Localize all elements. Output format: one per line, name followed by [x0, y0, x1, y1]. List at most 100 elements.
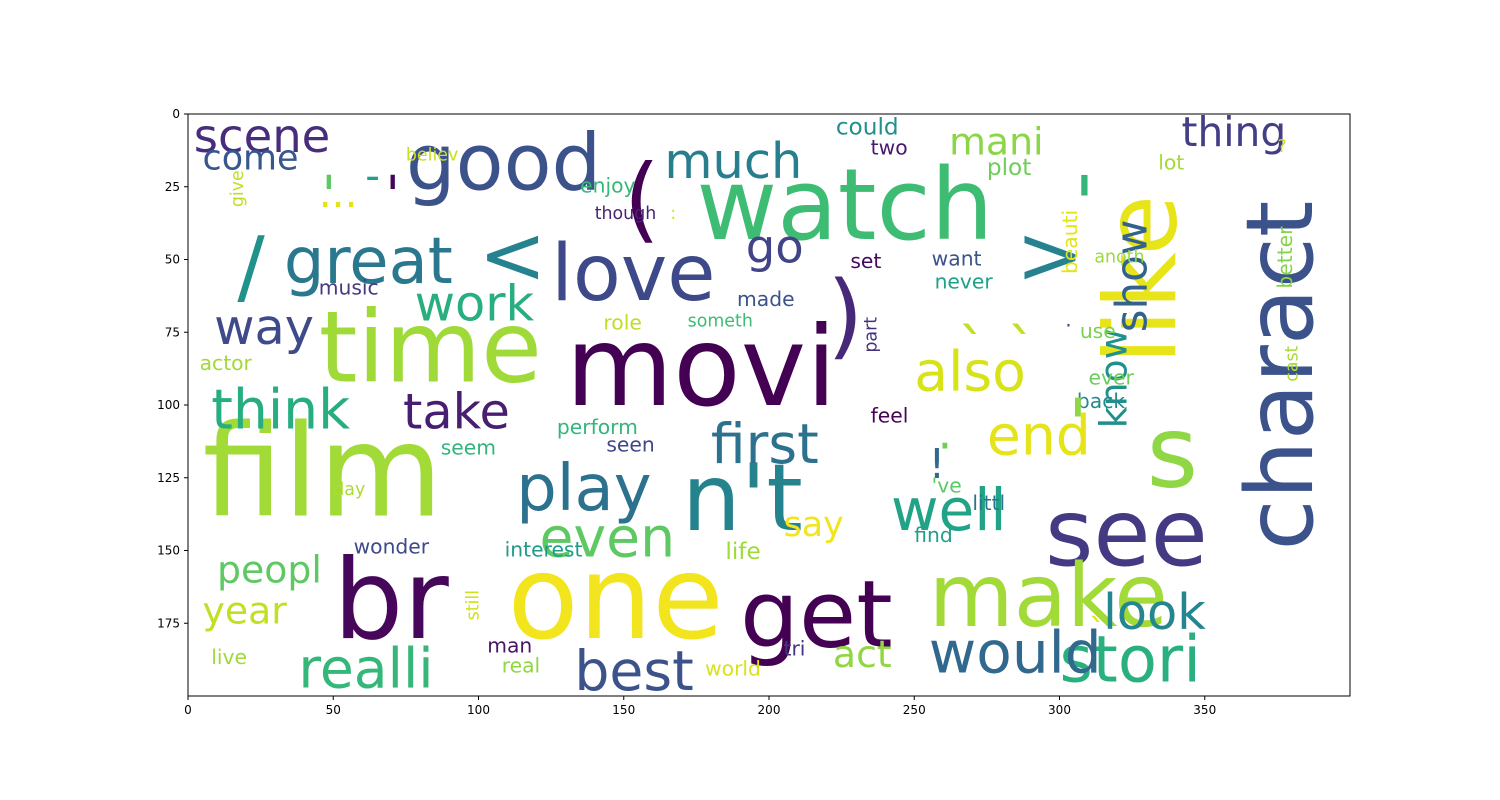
x-axis-ticks: 0 50 100 150 200 250 300 350	[184, 696, 1216, 717]
word-100: `	[1089, 613, 1106, 653]
word-30: take	[403, 382, 510, 440]
word-40: show	[1108, 220, 1158, 333]
word-47: say	[784, 505, 844, 545]
word-78: littl	[972, 491, 1005, 515]
word-96: '	[322, 165, 336, 226]
word-69: use	[1080, 319, 1116, 343]
word-44: peopl	[217, 548, 322, 592]
x-tick-label-0: 0	[184, 703, 192, 717]
word-60: beauti	[1058, 210, 1082, 274]
word-6: like	[1085, 195, 1200, 364]
word-64: music	[319, 275, 379, 299]
word-92: ...	[319, 169, 358, 217]
word-35: much	[664, 132, 802, 190]
word-87: tri	[784, 636, 806, 660]
word-11: get	[740, 561, 893, 669]
word-1: br	[333, 537, 449, 665]
word-86: real	[502, 654, 540, 678]
word-41: know	[1091, 328, 1135, 428]
word-99: `	[1007, 316, 1036, 384]
y-tick-label-5: 125	[157, 471, 180, 485]
word-93: -	[365, 152, 380, 200]
word-45: year	[203, 588, 288, 632]
x-tick-label-3: 150	[612, 703, 635, 717]
y-tick-label-0: 0	[172, 107, 180, 121]
wordcloud-canvas	[188, 114, 1350, 696]
word-48: !	[929, 440, 945, 488]
y-tick-label-6: 150	[157, 544, 180, 558]
word-57: set	[850, 249, 881, 273]
x-tick-label-6: 300	[1048, 703, 1071, 717]
word-79: day	[333, 480, 365, 500]
word-26: even	[540, 506, 676, 570]
word-65: made	[737, 287, 795, 311]
word-101: .	[937, 406, 952, 460]
word-37: come	[203, 138, 299, 178]
word-32: end	[987, 404, 1091, 468]
word-98: `	[958, 316, 987, 384]
word-46: act	[833, 632, 892, 676]
word-95: '	[1068, 385, 1087, 466]
word-72: back	[1077, 389, 1125, 413]
word-3: movi	[566, 304, 837, 432]
word-51: believ	[406, 146, 458, 166]
word-31: also	[914, 340, 1026, 404]
word-50: two	[871, 136, 908, 160]
word-91: :	[670, 204, 676, 224]
word-73: perform	[557, 415, 638, 439]
word-77: 've	[932, 473, 962, 497]
word-12: make	[929, 545, 1168, 647]
word-33: work	[415, 275, 535, 333]
word-74: feel	[871, 403, 909, 427]
x-tick-label-1: 50	[326, 703, 341, 717]
word-9: s	[1147, 395, 1198, 510]
word-43: go	[746, 219, 804, 273]
word-71: ever	[1089, 366, 1135, 390]
y-tick-label-2: 50	[165, 253, 180, 267]
word-88: world	[705, 657, 761, 681]
word-2: one	[508, 531, 724, 666]
y-tick-label-3: 75	[165, 325, 180, 339]
word-15: great	[284, 225, 453, 299]
word-27: well	[891, 476, 1007, 544]
x-tick-label-4: 200	[758, 703, 781, 717]
word-42: look	[1103, 583, 1206, 641]
word-52: enjoy	[580, 174, 635, 198]
word-85: man	[487, 633, 532, 657]
word-18: <	[479, 209, 547, 303]
word-29: think	[211, 378, 350, 442]
y-axis-ticks: 0 25 50 75 100 125 150 175	[157, 107, 188, 630]
word-54: plot	[987, 154, 1031, 181]
word-24: best	[574, 640, 693, 704]
word-82: life	[725, 538, 760, 565]
y-tick-label-7: 175	[157, 616, 180, 630]
word-55: lot	[1158, 150, 1184, 174]
word-56: give	[228, 170, 248, 207]
word-7: charact	[1226, 201, 1334, 551]
word-28: first	[711, 413, 819, 477]
word-25: play	[516, 452, 651, 526]
word-68: part	[861, 317, 881, 353]
word-59: never	[935, 270, 994, 294]
word-58: want	[932, 246, 982, 270]
word-49: could	[836, 113, 899, 140]
word-21: stori	[1060, 623, 1201, 697]
word-97: '	[386, 165, 400, 226]
word-13: good	[406, 118, 601, 209]
word-22: would	[929, 619, 1102, 687]
word-94: '	[1074, 160, 1095, 248]
word-81: interest	[505, 537, 583, 561]
word-102: .	[1065, 307, 1071, 331]
word-83: find	[914, 523, 953, 547]
word-53: though	[595, 204, 657, 224]
word-67: someth	[688, 311, 753, 331]
word-36: scene	[194, 109, 330, 163]
word-20: /	[237, 220, 265, 314]
word-61: anoth	[1094, 247, 1144, 267]
word-84: still	[464, 590, 484, 620]
word-75: seem	[441, 435, 496, 459]
word-10: n't	[682, 444, 803, 552]
word-39: thing	[1182, 108, 1287, 156]
